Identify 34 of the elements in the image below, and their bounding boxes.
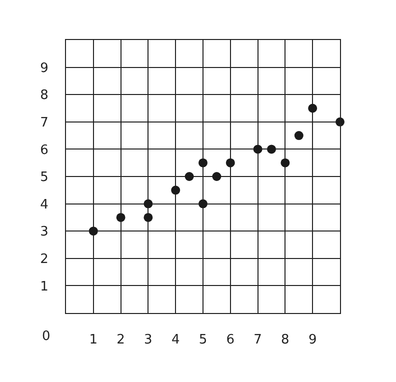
point: [280, 158, 290, 168]
point: [116, 212, 126, 222]
text: 0: [42, 329, 50, 344]
y-tick-label: 5: [40, 170, 48, 186]
x-tick-label: 4: [171, 332, 180, 348]
point: [184, 172, 194, 181]
x-tick-label: 7: [254, 332, 262, 348]
point: [198, 199, 208, 208]
y-tick-label: 1: [40, 279, 48, 294]
point: [294, 131, 304, 140]
y-tick-label: 3: [40, 224, 48, 240]
x-tick-label: 8: [281, 332, 290, 348]
x-tick-label: 2: [116, 332, 125, 348]
point: [226, 158, 235, 168]
point: [308, 104, 318, 113]
x-tick-label: 3: [144, 332, 152, 348]
point: [144, 199, 153, 208]
point: [212, 172, 222, 181]
x-tick-label: 9: [308, 332, 317, 348]
x-tick-label: 5: [198, 332, 208, 348]
y-tick-label: 9: [40, 60, 48, 76]
x-tick-label: 1: [89, 332, 98, 348]
y-tick-label: 8: [40, 88, 48, 104]
x-tick-label: 6: [226, 332, 235, 348]
y-tick-label: 7: [40, 115, 48, 130]
y-tick-label: 4: [40, 197, 48, 212]
point: [171, 186, 180, 195]
y-tick-label: 6: [40, 142, 48, 158]
y-tick-label: 2: [40, 252, 48, 267]
point: [198, 158, 208, 168]
point: [88, 226, 98, 236]
point: [144, 212, 153, 222]
point: [267, 144, 276, 154]
point: [253, 144, 262, 154]
